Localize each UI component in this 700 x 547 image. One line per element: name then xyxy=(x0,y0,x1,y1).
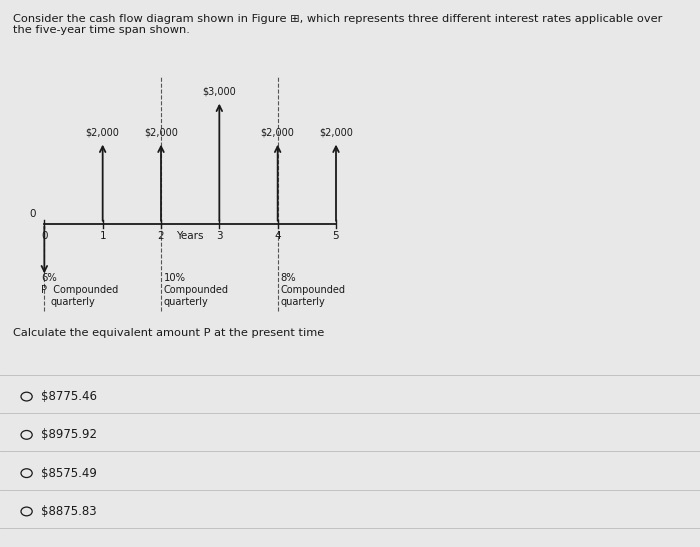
Text: Years: Years xyxy=(176,231,204,241)
Text: Consider the cash flow diagram shown in Figure ⊞, which represents three differe: Consider the cash flow diagram shown in … xyxy=(13,14,662,24)
Text: the five-year time span shown.: the five-year time span shown. xyxy=(13,25,190,34)
Text: $2,000: $2,000 xyxy=(85,127,120,138)
Text: 0: 0 xyxy=(29,209,36,219)
Text: 10%: 10% xyxy=(164,274,186,283)
Text: 6%: 6% xyxy=(41,274,57,283)
Text: quarterly: quarterly xyxy=(164,297,209,307)
Text: $2,000: $2,000 xyxy=(319,127,353,138)
Text: Compounded: Compounded xyxy=(164,285,229,295)
Text: 0: 0 xyxy=(41,231,48,241)
Text: 3: 3 xyxy=(216,231,223,241)
Text: 5: 5 xyxy=(332,231,340,241)
Text: $2,000: $2,000 xyxy=(260,127,295,138)
Text: 2: 2 xyxy=(158,231,164,241)
Text: quarterly: quarterly xyxy=(50,297,95,307)
Text: $8775.46: $8775.46 xyxy=(41,390,97,403)
Text: $8875.83: $8875.83 xyxy=(41,505,96,518)
Text: quarterly: quarterly xyxy=(281,297,326,307)
Text: $8575.49: $8575.49 xyxy=(41,467,97,480)
Text: 4: 4 xyxy=(274,231,281,241)
Text: P  Compounded: P Compounded xyxy=(41,285,119,295)
Text: Compounded: Compounded xyxy=(281,285,346,295)
Text: 8%: 8% xyxy=(281,274,296,283)
Text: $3,000: $3,000 xyxy=(202,86,236,97)
Text: Calculate the equivalent amount P at the present time: Calculate the equivalent amount P at the… xyxy=(13,328,324,338)
Text: $2,000: $2,000 xyxy=(144,127,178,138)
Text: $8975.92: $8975.92 xyxy=(41,428,97,441)
Text: 1: 1 xyxy=(99,231,106,241)
